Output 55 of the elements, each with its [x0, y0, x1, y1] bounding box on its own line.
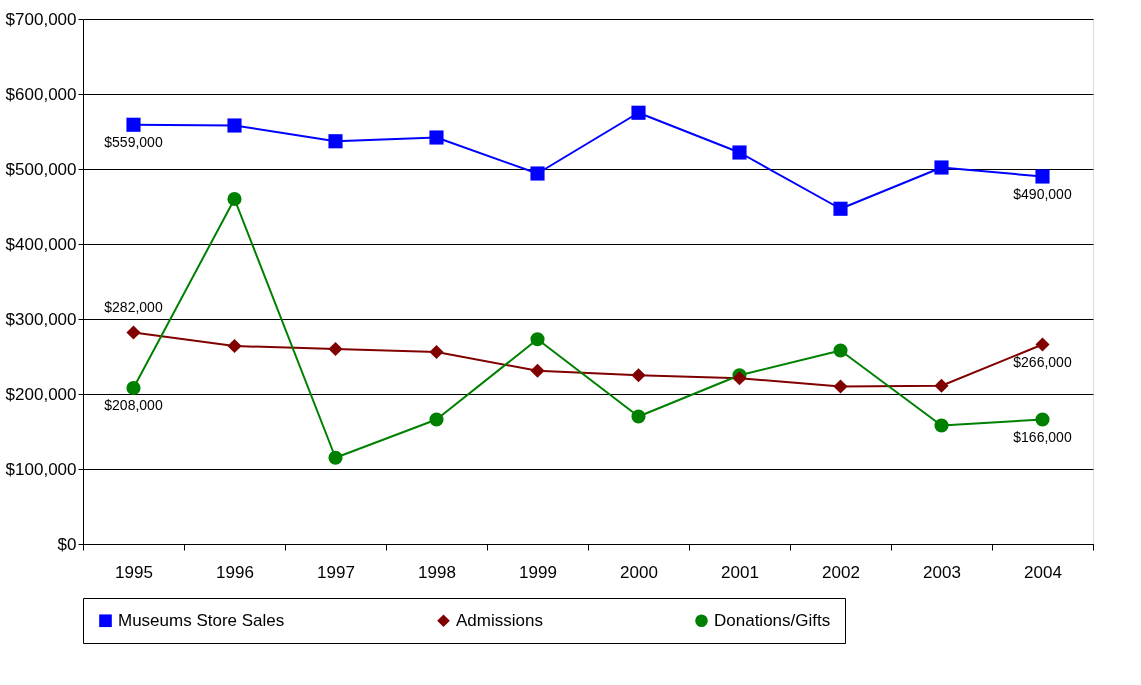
point	[934, 378, 949, 393]
data-label: $266,000	[1013, 353, 1072, 370]
point	[429, 344, 444, 360]
data-label: $490,000	[1013, 185, 1072, 202]
x-tick-label: 2004	[1024, 562, 1062, 582]
x-tick-label: 2002	[822, 562, 860, 582]
point	[126, 380, 141, 396]
point	[833, 379, 848, 394]
point	[126, 325, 141, 340]
point	[833, 343, 848, 358]
x-tick-label: 1998	[418, 562, 456, 582]
y-tick-label: $200,000	[5, 384, 77, 404]
point	[227, 338, 242, 354]
legend-label: Donations/Gifts	[714, 610, 831, 630]
point	[934, 160, 949, 175]
point	[227, 191, 242, 207]
x-tick-label: 2000	[620, 562, 658, 582]
data-label: $208,000	[104, 397, 163, 413]
x-tick-label: 2003	[923, 562, 961, 582]
point	[328, 341, 343, 357]
data-label: $166,000	[1013, 428, 1072, 445]
point	[429, 412, 444, 427]
point	[126, 117, 141, 132]
data-label: $282,000	[104, 298, 163, 315]
y-tick-label: $300,000	[5, 309, 77, 329]
y-tick-label: $0	[57, 534, 77, 554]
point	[328, 134, 343, 149]
data-label: $559,000	[104, 133, 163, 150]
point	[530, 166, 545, 181]
point	[631, 368, 646, 383]
point	[1035, 412, 1050, 427]
point	[631, 105, 646, 120]
x-tick-label: 1996	[216, 562, 254, 582]
y-tick-label: $600,000	[5, 84, 77, 104]
point	[530, 363, 545, 378]
x-tick-label: 1999	[519, 562, 557, 582]
x-tick-label: 2001	[721, 562, 759, 582]
point	[934, 418, 949, 433]
point	[530, 332, 545, 347]
point	[732, 145, 747, 160]
point	[1035, 337, 1050, 352]
legend-label: Museums Store Sales	[118, 610, 285, 630]
y-tick-label: $100,000	[5, 459, 77, 479]
point	[328, 450, 343, 465]
point	[227, 118, 242, 133]
y-tick-label: $700,000	[5, 9, 77, 29]
point	[631, 409, 646, 424]
point	[429, 130, 444, 145]
x-tick-label: 1997	[317, 562, 355, 582]
point	[1035, 169, 1050, 184]
y-tick-label: $500,000	[5, 159, 77, 179]
y-tick-label: $400,000	[5, 234, 77, 254]
legend-label: Admissions	[456, 610, 543, 630]
x-tick-label: 1995	[115, 562, 153, 582]
point	[833, 201, 848, 216]
